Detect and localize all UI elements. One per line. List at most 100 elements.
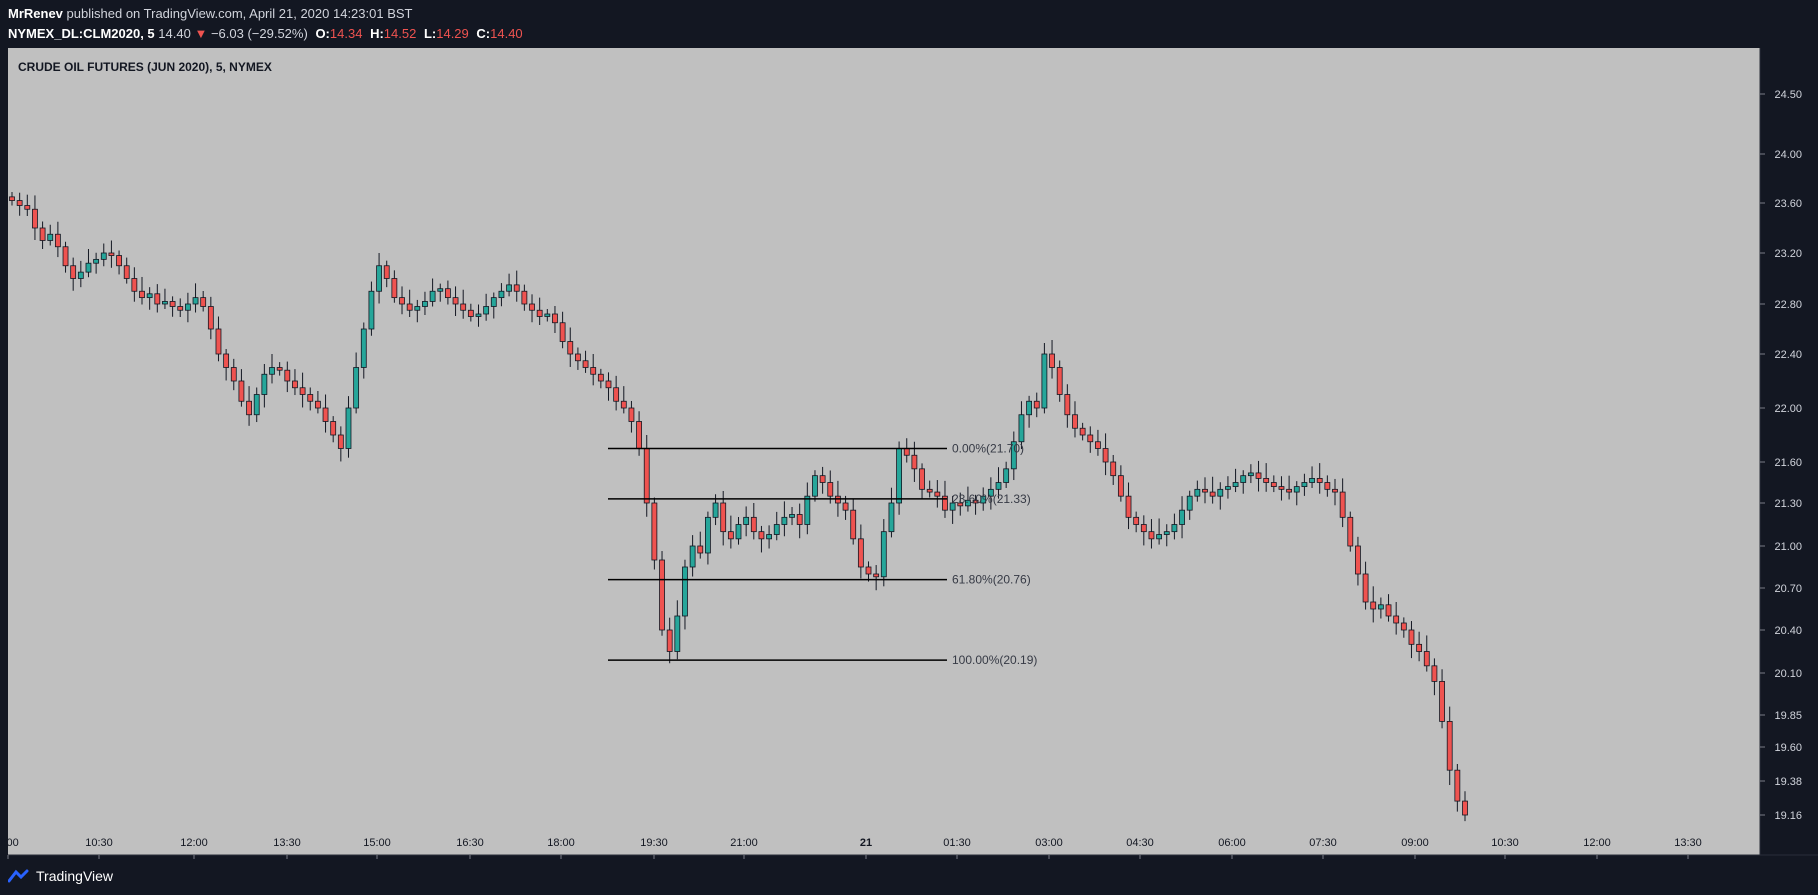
candle	[1179, 496, 1185, 539]
last-price: 14.40	[158, 26, 191, 41]
candle	[77, 260, 84, 288]
candle	[597, 368, 604, 389]
candle	[322, 394, 329, 433]
candle	[444, 280, 451, 305]
candle-body	[24, 205, 31, 210]
candle-body	[215, 328, 222, 355]
candle	[582, 350, 589, 373]
candle-body	[32, 208, 38, 229]
y-tick-label: 24.00	[1774, 149, 1802, 161]
candle	[1140, 515, 1147, 546]
candle-body	[1431, 665, 1438, 682]
candle-body	[758, 531, 765, 540]
candle	[735, 517, 742, 545]
candle	[850, 499, 857, 545]
candle-body	[276, 367, 283, 371]
candle-body	[360, 328, 367, 368]
candle	[1454, 764, 1461, 812]
candle-body	[789, 514, 795, 518]
candle	[789, 507, 795, 526]
candle-body	[1148, 531, 1155, 540]
candle	[865, 561, 872, 582]
candle-body	[567, 341, 574, 355]
candle	[1362, 561, 1369, 610]
candle-body	[712, 502, 719, 518]
candle	[1110, 454, 1117, 485]
candle-body	[184, 303, 191, 311]
candle-body	[322, 407, 329, 422]
candle	[9, 191, 15, 206]
candle	[1171, 513, 1178, 540]
candle-body	[513, 284, 520, 292]
low-label: L:	[423, 26, 437, 41]
brand-name[interactable]: TradingView	[36, 868, 114, 884]
candles-layer	[9, 191, 1468, 822]
candle-body	[345, 407, 352, 449]
candle-body	[934, 491, 941, 497]
candle	[345, 396, 352, 458]
candle-body	[1316, 477, 1323, 483]
candle-body	[804, 495, 811, 525]
candle-body	[1408, 629, 1415, 645]
candle-body	[521, 290, 528, 305]
candle	[804, 482, 811, 535]
candle	[1293, 481, 1300, 506]
candle	[743, 506, 750, 537]
candle	[24, 194, 31, 216]
candle-body	[330, 421, 337, 436]
published-text: published on TradingView.com, April 21, …	[66, 6, 413, 21]
candle	[1347, 511, 1354, 552]
candle-body	[108, 252, 115, 256]
candle-body	[1095, 441, 1101, 449]
candle	[1148, 519, 1155, 549]
candle-body	[957, 502, 964, 507]
candle-body	[720, 502, 727, 533]
candle	[521, 284, 528, 311]
candle	[1232, 468, 1239, 493]
candle-body	[559, 322, 566, 342]
candle-body	[888, 502, 895, 533]
chart-panel[interactable]	[8, 48, 1760, 855]
candle-body	[483, 306, 490, 315]
candle-body	[919, 468, 925, 490]
candle-body	[16, 200, 23, 206]
candle-body	[972, 499, 979, 504]
candle-body	[1125, 495, 1132, 518]
candle	[1286, 475, 1293, 500]
fib-level-label: 100.00%(20.19)	[952, 653, 1037, 667]
candle	[873, 565, 880, 591]
candle	[705, 511, 711, 565]
candle-body	[1026, 400, 1032, 416]
candle	[360, 322, 367, 379]
candle-body	[444, 288, 451, 299]
candle-body	[1064, 394, 1071, 416]
candle-body	[620, 400, 627, 409]
candle-body	[1056, 367, 1063, 395]
candle-body	[536, 309, 543, 317]
candle-body	[1240, 475, 1247, 483]
candle-body	[116, 255, 122, 267]
candle	[758, 525, 765, 553]
x-tick-label: 21:00	[730, 837, 758, 849]
candle-body	[827, 482, 834, 497]
candle-body	[857, 538, 864, 568]
candle-body	[1133, 516, 1140, 525]
candle	[819, 466, 826, 494]
candle	[139, 276, 145, 305]
candle	[1316, 463, 1323, 494]
candle	[1439, 669, 1445, 729]
candle	[1033, 392, 1040, 418]
candle-body	[169, 301, 176, 307]
candle-body	[246, 400, 252, 416]
candle-body	[796, 514, 803, 525]
author-name[interactable]: MrRenev	[8, 6, 63, 21]
candle-body	[1439, 681, 1445, 722]
footer: TradingView	[8, 865, 113, 887]
candle	[1041, 343, 1048, 414]
x-tick-label: 16:30	[456, 837, 484, 849]
candle-body	[1400, 622, 1407, 631]
candle	[429, 278, 436, 307]
candle-body	[70, 265, 77, 279]
candle	[750, 503, 757, 540]
